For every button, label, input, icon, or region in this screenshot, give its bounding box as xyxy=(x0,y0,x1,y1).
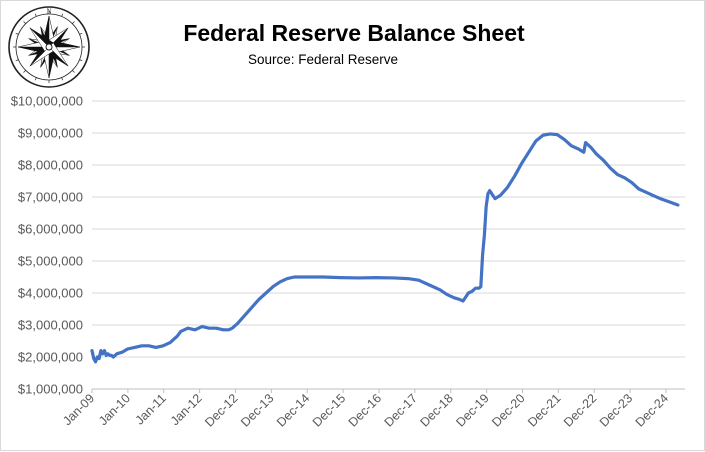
chart-subtitle: Source: Federal Reserve xyxy=(248,52,398,67)
y-tick-label: $4,000,000 xyxy=(18,286,83,301)
x-axis xyxy=(91,388,685,393)
logo-north-letter: N xyxy=(46,8,51,16)
chart-title: Federal Reserve Balance Sheet xyxy=(183,20,525,46)
y-tick-label: $7,000,000 xyxy=(18,190,83,205)
x-tick-label: Dec-17 xyxy=(382,391,420,429)
logo-ring-tick xyxy=(23,21,26,24)
gridlines xyxy=(92,100,685,358)
logo-ring-tick xyxy=(72,21,75,24)
x-tick-label: Dec-21 xyxy=(525,391,563,429)
x-tick-label: Jan-12 xyxy=(168,391,205,428)
logo-ring-tick xyxy=(15,59,19,62)
x-tick-label: Dec-12 xyxy=(202,391,240,429)
logo-ring-tick xyxy=(79,59,83,62)
y-tick-label: $9,000,000 xyxy=(18,126,83,141)
x-tick-label: Jan-10 xyxy=(96,391,133,428)
x-tick-label: Dec-19 xyxy=(453,391,491,429)
series-layer xyxy=(90,132,680,364)
y-axis-ticks: $1,000,000 $2,000,000 $3,000,000 $4,000,000… xyxy=(11,94,83,397)
x-tick-label: Dec-23 xyxy=(597,391,635,429)
y-tick-label: $10,000,000 xyxy=(11,94,83,109)
x-tick-label: Jan-09 xyxy=(60,391,97,428)
logo-ring-tick xyxy=(34,77,37,81)
y-tick-label: $5,000,000 xyxy=(18,254,83,269)
y-tick-label: $6,000,000 xyxy=(18,222,83,237)
x-tick-label: Dec-13 xyxy=(238,391,276,429)
x-tick-label: Jan-11 xyxy=(133,391,169,427)
x-tick-label: Dec-14 xyxy=(274,391,312,429)
logo-ring-tick xyxy=(15,32,19,35)
x-tick-label: Dec-15 xyxy=(310,391,348,429)
compass-rose-logo-icon: N xyxy=(8,6,90,88)
x-tick-label: Dec-22 xyxy=(561,391,599,429)
y-tick-label: $8,000,000 xyxy=(18,158,83,173)
logo-ring-tick xyxy=(34,13,37,17)
x-tick-label: Dec-16 xyxy=(346,391,384,429)
series-line-0 xyxy=(90,132,680,364)
logo-ring-tick xyxy=(79,32,83,35)
logo-center xyxy=(45,43,53,51)
y-tick-label: $1,000,000 xyxy=(18,382,83,397)
x-tick-label: Dec-20 xyxy=(489,391,527,429)
logo-ring-tick xyxy=(23,70,26,73)
x-tick-label: Dec-24 xyxy=(633,391,671,429)
y-tick-label: $2,000,000 xyxy=(18,350,83,365)
y-tick-label: $3,000,000 xyxy=(18,318,83,333)
x-tick-label: Dec-18 xyxy=(417,391,455,429)
logo-points xyxy=(13,11,85,83)
logo-ring-tick xyxy=(72,70,75,73)
logo-ring-tick xyxy=(61,77,64,81)
logo-ring-tick xyxy=(61,13,64,17)
